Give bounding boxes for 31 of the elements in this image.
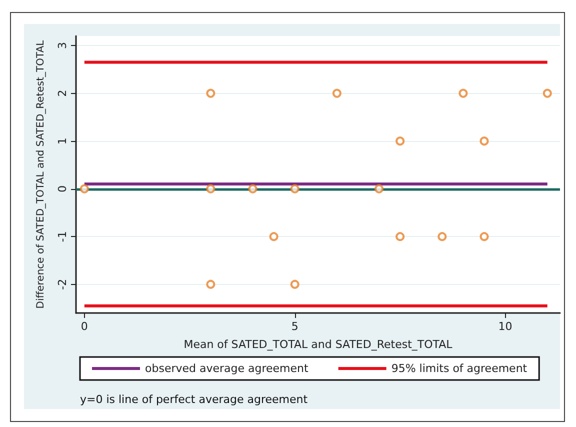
point [480,232,489,242]
point [458,88,468,98]
point [248,184,258,194]
x-tick-label: 5 [291,320,298,333]
point [269,232,278,242]
legend-label: observed average agreement [145,362,310,375]
x-tick-label: 0 [80,320,88,333]
point [374,184,384,194]
point [480,136,489,146]
y-tick-label: -2 [56,278,69,290]
y-tick-label: 1 [56,138,69,145]
y-tick-label: -1 [56,231,69,242]
y-tick-label: 3 [56,42,69,50]
text: y=0 is line of perfect average agreement [80,393,308,406]
x-axis-title: Mean of SATED_TOTAL and SATED_Retest_TOTAL [184,338,454,351]
x-tick-label: 10 [498,320,512,333]
point [206,184,216,194]
point [206,88,216,98]
y-axis-title: Difference of SATED_TOTAL and SATED_Retest_TOTAL [36,40,46,309]
point [332,88,342,98]
point [290,280,300,289]
y-tick-label: 0 [56,185,69,192]
point [542,88,552,98]
point [438,232,447,242]
point [396,136,405,146]
legend-label: 95% limits of agreement [391,362,528,375]
point [396,232,405,242]
y-tick-label: 2 [56,90,69,97]
point [206,280,216,289]
point [80,184,89,194]
point [290,184,300,194]
